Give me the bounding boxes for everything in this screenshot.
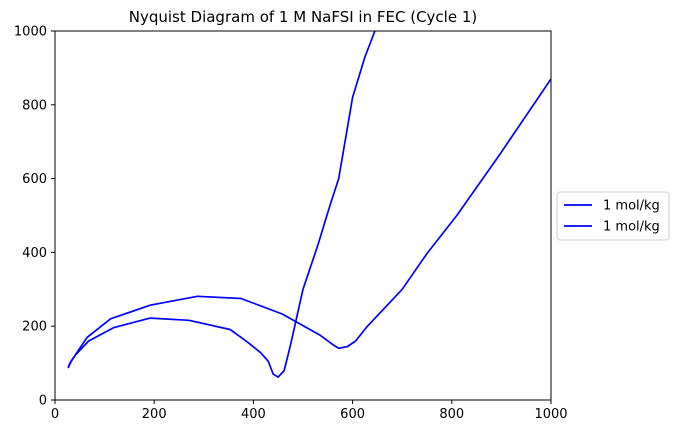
y-tick-label: 0	[39, 394, 47, 409]
legend-label-0: 1 mol/kg	[603, 199, 660, 214]
legend: 1 mol/kg 1 mol/kg	[556, 191, 670, 241]
series-line-0	[67, 78, 551, 368]
y-tick-label: 1000	[14, 25, 47, 40]
series-line-1	[67, 31, 376, 378]
x-tick-label: 800	[439, 407, 464, 422]
legend-label-1: 1 mol/kg	[603, 220, 660, 235]
y-tick-label: 600	[22, 172, 47, 187]
series-layer	[67, 31, 551, 378]
y-tick-label: 200	[22, 320, 47, 335]
legend-box	[556, 191, 670, 241]
y-axis-ticks: 0 200 400 600 800 1000	[14, 25, 55, 409]
x-tick-label: 200	[142, 407, 167, 422]
x-tick-label: 600	[340, 407, 365, 422]
y-tick-label: 800	[22, 98, 47, 113]
x-tick-label: 400	[241, 407, 266, 422]
x-tick-label: 1000	[534, 407, 567, 422]
x-axis-ticks: 0 200 400 600 800 1000	[51, 400, 568, 422]
x-tick-label: 0	[51, 407, 59, 422]
plot-frame	[54, 30, 552, 401]
chart-title: Nyquist Diagram of 1 M NaFSI in FEC (Cyc…	[129, 8, 477, 26]
y-tick-label: 400	[22, 246, 47, 261]
